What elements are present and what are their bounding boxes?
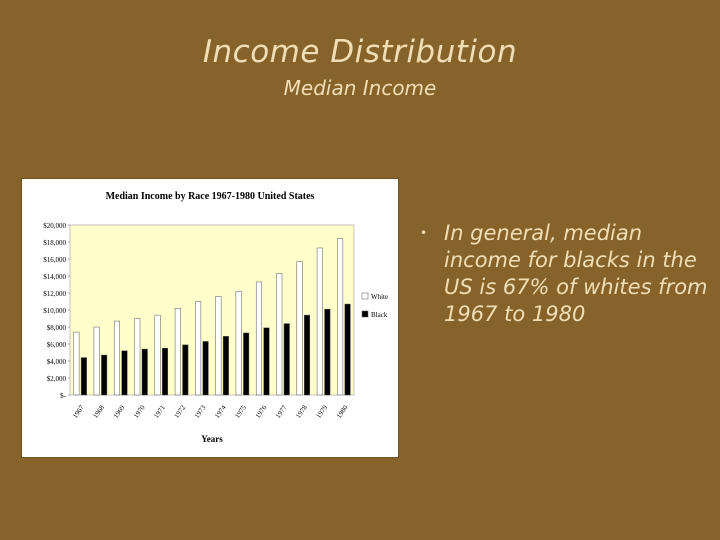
bars — [73, 238, 351, 396]
bar-white-1980 — [337, 238, 344, 396]
bar-white-1967 — [73, 331, 80, 396]
legend: White Black — [361, 292, 388, 319]
x-tick-label: 1976 — [254, 403, 269, 419]
bar-black-1975 — [243, 332, 250, 396]
chart-frame: Median Income by Race 1967-1980 United S… — [21, 178, 399, 458]
bullet-marker: • — [420, 226, 428, 240]
bar-white-1969 — [113, 320, 120, 396]
bar-black-1967 — [80, 357, 87, 396]
x-axis-label: Years — [201, 434, 223, 444]
bar-black-1979 — [324, 308, 331, 396]
y-tick-label: $8,000 — [47, 324, 67, 332]
x-tick-label: 1974 — [213, 403, 228, 419]
bar-white-1975 — [235, 291, 242, 396]
y-tick-label: $18,000 — [43, 239, 66, 247]
x-tick-label: 1970 — [132, 403, 147, 419]
bar-black-1970 — [141, 348, 148, 396]
x-tick-label: 1978 — [294, 403, 309, 419]
x-tick-label: 1979 — [315, 403, 330, 419]
y-tick-label: $16,000 — [43, 256, 66, 264]
x-axis: 1967 1968 1969 1970 1971 1972 1973 1974 1975 1976… — [71, 403, 350, 419]
bar-white-1977 — [276, 273, 283, 396]
x-tick-label: 1968 — [91, 403, 106, 419]
median-income-chart: Median Income by Race 1967-1980 United S… — [43, 191, 388, 444]
bar-black-1971 — [162, 348, 169, 396]
legend-label-black: Black — [371, 311, 388, 319]
x-tick-label: 1969 — [112, 403, 127, 419]
slide-subtitle: Median Income — [283, 76, 437, 100]
bar-black-1972 — [182, 344, 189, 396]
chart-title: Median Income by Race 1967-1980 United S… — [106, 191, 315, 202]
y-tick-label: $- — [60, 392, 67, 400]
x-tick-label: 1972 — [173, 403, 188, 419]
bar-white-1973 — [195, 301, 202, 396]
y-tick-label: $6,000 — [47, 341, 67, 349]
bar-black-1976 — [263, 327, 270, 396]
bar-white-1972 — [174, 308, 181, 396]
bar-black-1980 — [344, 303, 351, 396]
bar-white-1974 — [215, 296, 222, 396]
y-tick-label: $12,000 — [43, 290, 66, 298]
y-tick-label: $14,000 — [43, 273, 66, 281]
x-tick-label: 1967 — [71, 403, 86, 419]
bar-black-1973 — [202, 341, 209, 396]
y-tick-label: $2,000 — [47, 375, 67, 383]
legend-swatch-black — [361, 310, 369, 318]
x-tick-label: 1975 — [233, 403, 248, 419]
x-tick-label: 1971 — [152, 403, 167, 419]
bar-white-1979 — [316, 247, 323, 396]
bar-black-1978 — [304, 314, 311, 396]
bar-white-1971 — [154, 314, 161, 396]
y-axis: $- $2,000 $4,000 $6,000 $8,000 $10,000 $12,000… — [43, 222, 70, 400]
bar-white-1978 — [296, 261, 303, 396]
bar-white-1970 — [134, 318, 141, 396]
bar-black-1968 — [101, 354, 108, 396]
y-tick-label: $20,000 — [43, 222, 66, 230]
bar-black-1977 — [283, 323, 290, 396]
bar-black-1969 — [121, 350, 128, 396]
bar-black-1974 — [222, 336, 229, 396]
bar-white-1968 — [93, 326, 100, 396]
bullet-text: In general, median income for blacks in … — [444, 221, 708, 326]
x-tick-label: 1973 — [193, 403, 208, 419]
slide-title: Income Distribution — [202, 34, 518, 70]
bullet-item: • In general, median income for blacks i… — [420, 220, 710, 328]
x-tick-label: 1980 — [335, 403, 350, 419]
plot-area — [69, 224, 355, 396]
y-tick-label: $4,000 — [47, 358, 67, 366]
x-tick-label: 1977 — [274, 403, 289, 419]
bullet-list: • In general, median income for blacks i… — [420, 220, 710, 328]
bar-white-1976 — [255, 281, 262, 396]
y-tick-label: $10,000 — [43, 307, 66, 315]
legend-label-white: White — [371, 293, 388, 301]
legend-swatch-white — [361, 292, 369, 300]
